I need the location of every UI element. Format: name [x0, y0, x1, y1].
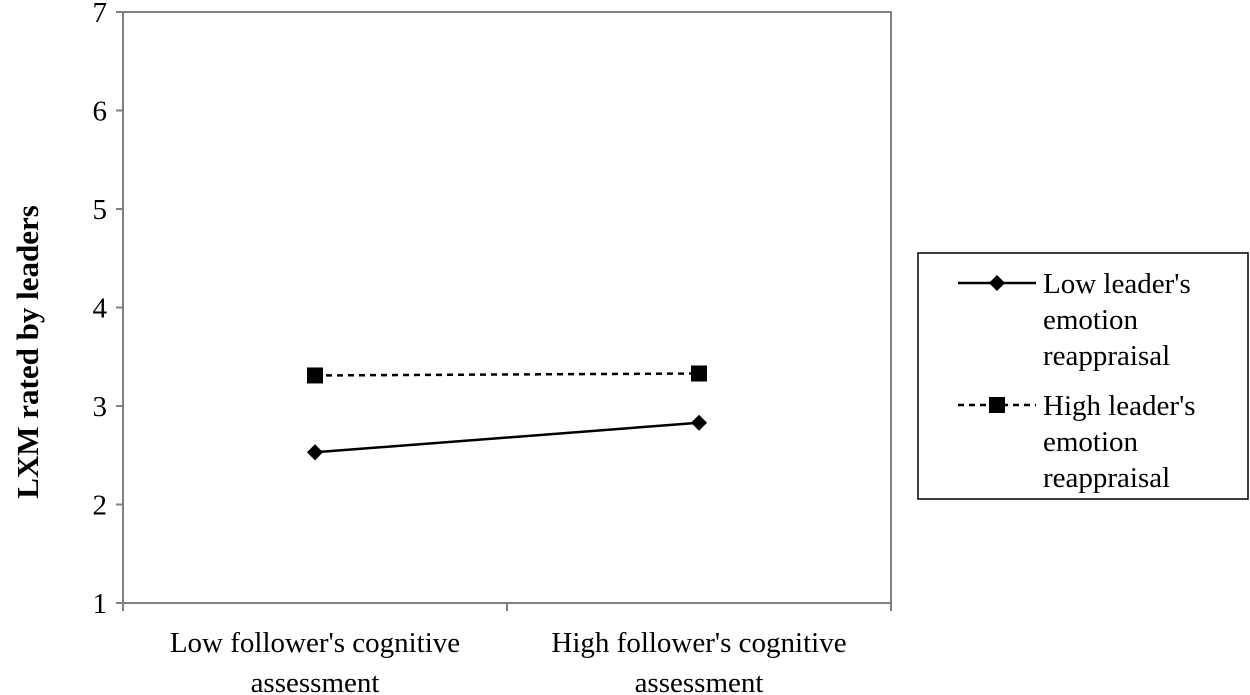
legend-label: High leader's emotion reappraisal — [1043, 390, 1196, 494]
legend-label-line: emotion — [1043, 426, 1139, 458]
x-category-label-line: assessment — [635, 667, 764, 695]
x-category-label-line: assessment — [251, 667, 380, 695]
legend-label-line: reappraisal — [1043, 462, 1170, 494]
y-axis-title: LXM rated by leaders — [10, 205, 45, 499]
y-tick-label: 3 — [93, 391, 108, 423]
legend-box — [917, 252, 1249, 500]
data-point-square — [307, 367, 323, 384]
y-tick-label: 4 — [93, 293, 108, 325]
y-tick-label: 6 — [93, 96, 108, 128]
series-line-diamond — [314, 421, 700, 454]
plot-area-border — [122, 11, 892, 604]
x-category-label: High follower's cognitive assessment — [551, 627, 846, 695]
legend-label-line: reappraisal — [1043, 340, 1170, 372]
series-line-square — [314, 372, 700, 377]
legend-label: Low leader's emotion reappraisal — [1043, 268, 1191, 372]
series-layer — [306, 365, 708, 461]
y-tick-label: 2 — [93, 490, 108, 522]
legend-label-line: Low leader's — [1043, 268, 1191, 300]
x-category-label-line: Low follower's cognitive — [170, 627, 460, 659]
legend-marker-diamond — [988, 274, 1006, 292]
x-category-label-line: High follower's cognitive — [551, 627, 846, 659]
y-tick-label: 7 — [93, 0, 108, 29]
y-tick-label: 5 — [93, 194, 108, 226]
legend-marker-square — [989, 397, 1005, 413]
x-category-label: Low follower's cognitive assessment — [170, 627, 460, 695]
legend-label-line: High leader's — [1043, 390, 1196, 422]
y-axis: 1 2 3 4 5 6 7 — [93, 0, 123, 620]
data-point-diamond — [306, 444, 324, 461]
y-tick-label: 1 — [93, 588, 108, 620]
data-point-diamond — [690, 414, 708, 431]
data-point-square — [691, 365, 707, 382]
legend-label-line: emotion — [1043, 304, 1139, 336]
